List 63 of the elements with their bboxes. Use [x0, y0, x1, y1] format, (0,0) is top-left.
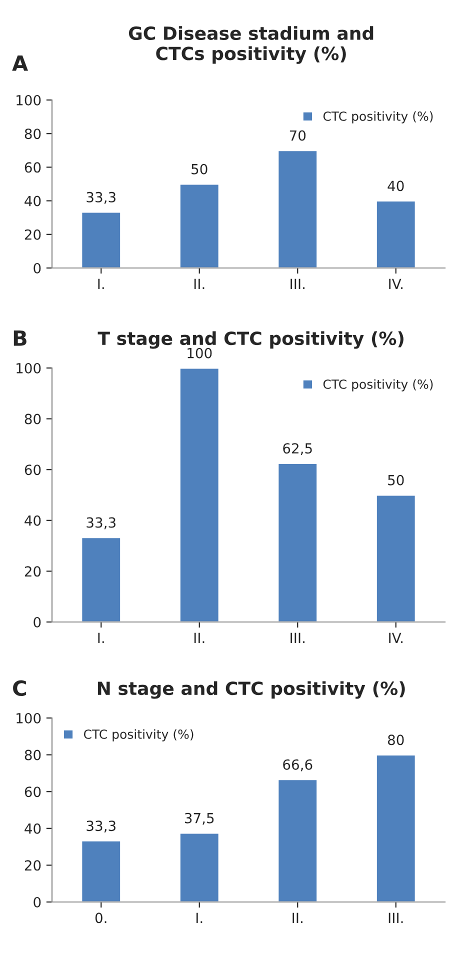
- legend-label: CTC positivity (%): [323, 379, 433, 392]
- legend-label: CTC positivity (%): [323, 111, 433, 124]
- y-tick-label: 20: [24, 860, 41, 871]
- bar: [376, 200, 416, 268]
- x-tick-label: IV.: [389, 278, 402, 289]
- data-label: 40: [388, 180, 404, 192]
- y-tick-label: 0: [34, 616, 41, 628]
- x-tick-label: I.: [98, 632, 104, 643]
- data-label: 50: [192, 164, 208, 174]
- legend-label: CTC positivity (%): [84, 729, 194, 742]
- y-tick-label: 40: [24, 823, 41, 834]
- y-tick-label: 60: [24, 162, 41, 173]
- bar: [80, 840, 122, 902]
- y-tick-label: 40: [24, 196, 41, 206]
- bar: [277, 150, 318, 268]
- data-label: 33,3: [86, 517, 116, 530]
- text: B: [14, 330, 26, 346]
- y-tick-label: 20: [24, 566, 41, 577]
- bar: [80, 536, 122, 622]
- x-tick-label: II.: [292, 912, 302, 923]
- chart-title: N stage and CTC positivity (%): [98, 681, 405, 699]
- x-tick-label: II.: [194, 632, 204, 643]
- y-tick-label: 100: [16, 362, 41, 374]
- x-tick-label: III.: [388, 912, 403, 923]
- y-tick-label: 80: [24, 414, 41, 424]
- bar: [80, 211, 122, 268]
- data-label: 80: [388, 734, 404, 746]
- y-tick-label: 80: [24, 750, 41, 760]
- bar: [376, 494, 416, 622]
- text: C: [13, 680, 26, 696]
- bar: [376, 754, 416, 902]
- y-tick-label: 100: [16, 712, 41, 724]
- data-label: 33,3: [86, 192, 116, 204]
- x-tick-label: I.: [98, 278, 104, 289]
- data-label: 62,5: [283, 443, 312, 456]
- y-tick-label: 20: [24, 229, 41, 240]
- x-tick-label: II.: [194, 278, 204, 289]
- y-tick-label: 60: [24, 464, 41, 476]
- x-tick-label: III.: [290, 278, 304, 289]
- bar: [179, 183, 220, 268]
- y-tick-label: 0: [34, 262, 41, 274]
- y-tick-label: 100: [16, 94, 41, 106]
- data-label: 70: [290, 130, 306, 141]
- text: A: [12, 56, 28, 71]
- y-tick-label: 40: [24, 515, 41, 526]
- data-label: 66,6: [283, 759, 312, 772]
- bar: [179, 832, 220, 902]
- bar: [277, 778, 318, 902]
- data-label: 37,5: [184, 812, 214, 825]
- bar: [179, 368, 220, 622]
- x-tick-label: IV.: [389, 632, 402, 643]
- data-label: 33,3: [86, 820, 116, 833]
- chart-title: T stage and CTC positivity (%): [98, 331, 404, 349]
- data-label: 100: [188, 348, 212, 358]
- data-label: 50: [388, 474, 404, 486]
- x-tick-label: III.: [290, 632, 304, 643]
- y-tick-label: 0: [34, 896, 41, 908]
- bar: [277, 462, 318, 622]
- y-tick-label: 60: [24, 786, 41, 798]
- x-tick-label: I.: [196, 912, 202, 923]
- y-tick-label: 80: [24, 128, 41, 140]
- chart-title: GC Disease stadium and CTCs positivity (%): [128, 26, 374, 64]
- x-tick-label: 0.: [95, 912, 106, 924]
